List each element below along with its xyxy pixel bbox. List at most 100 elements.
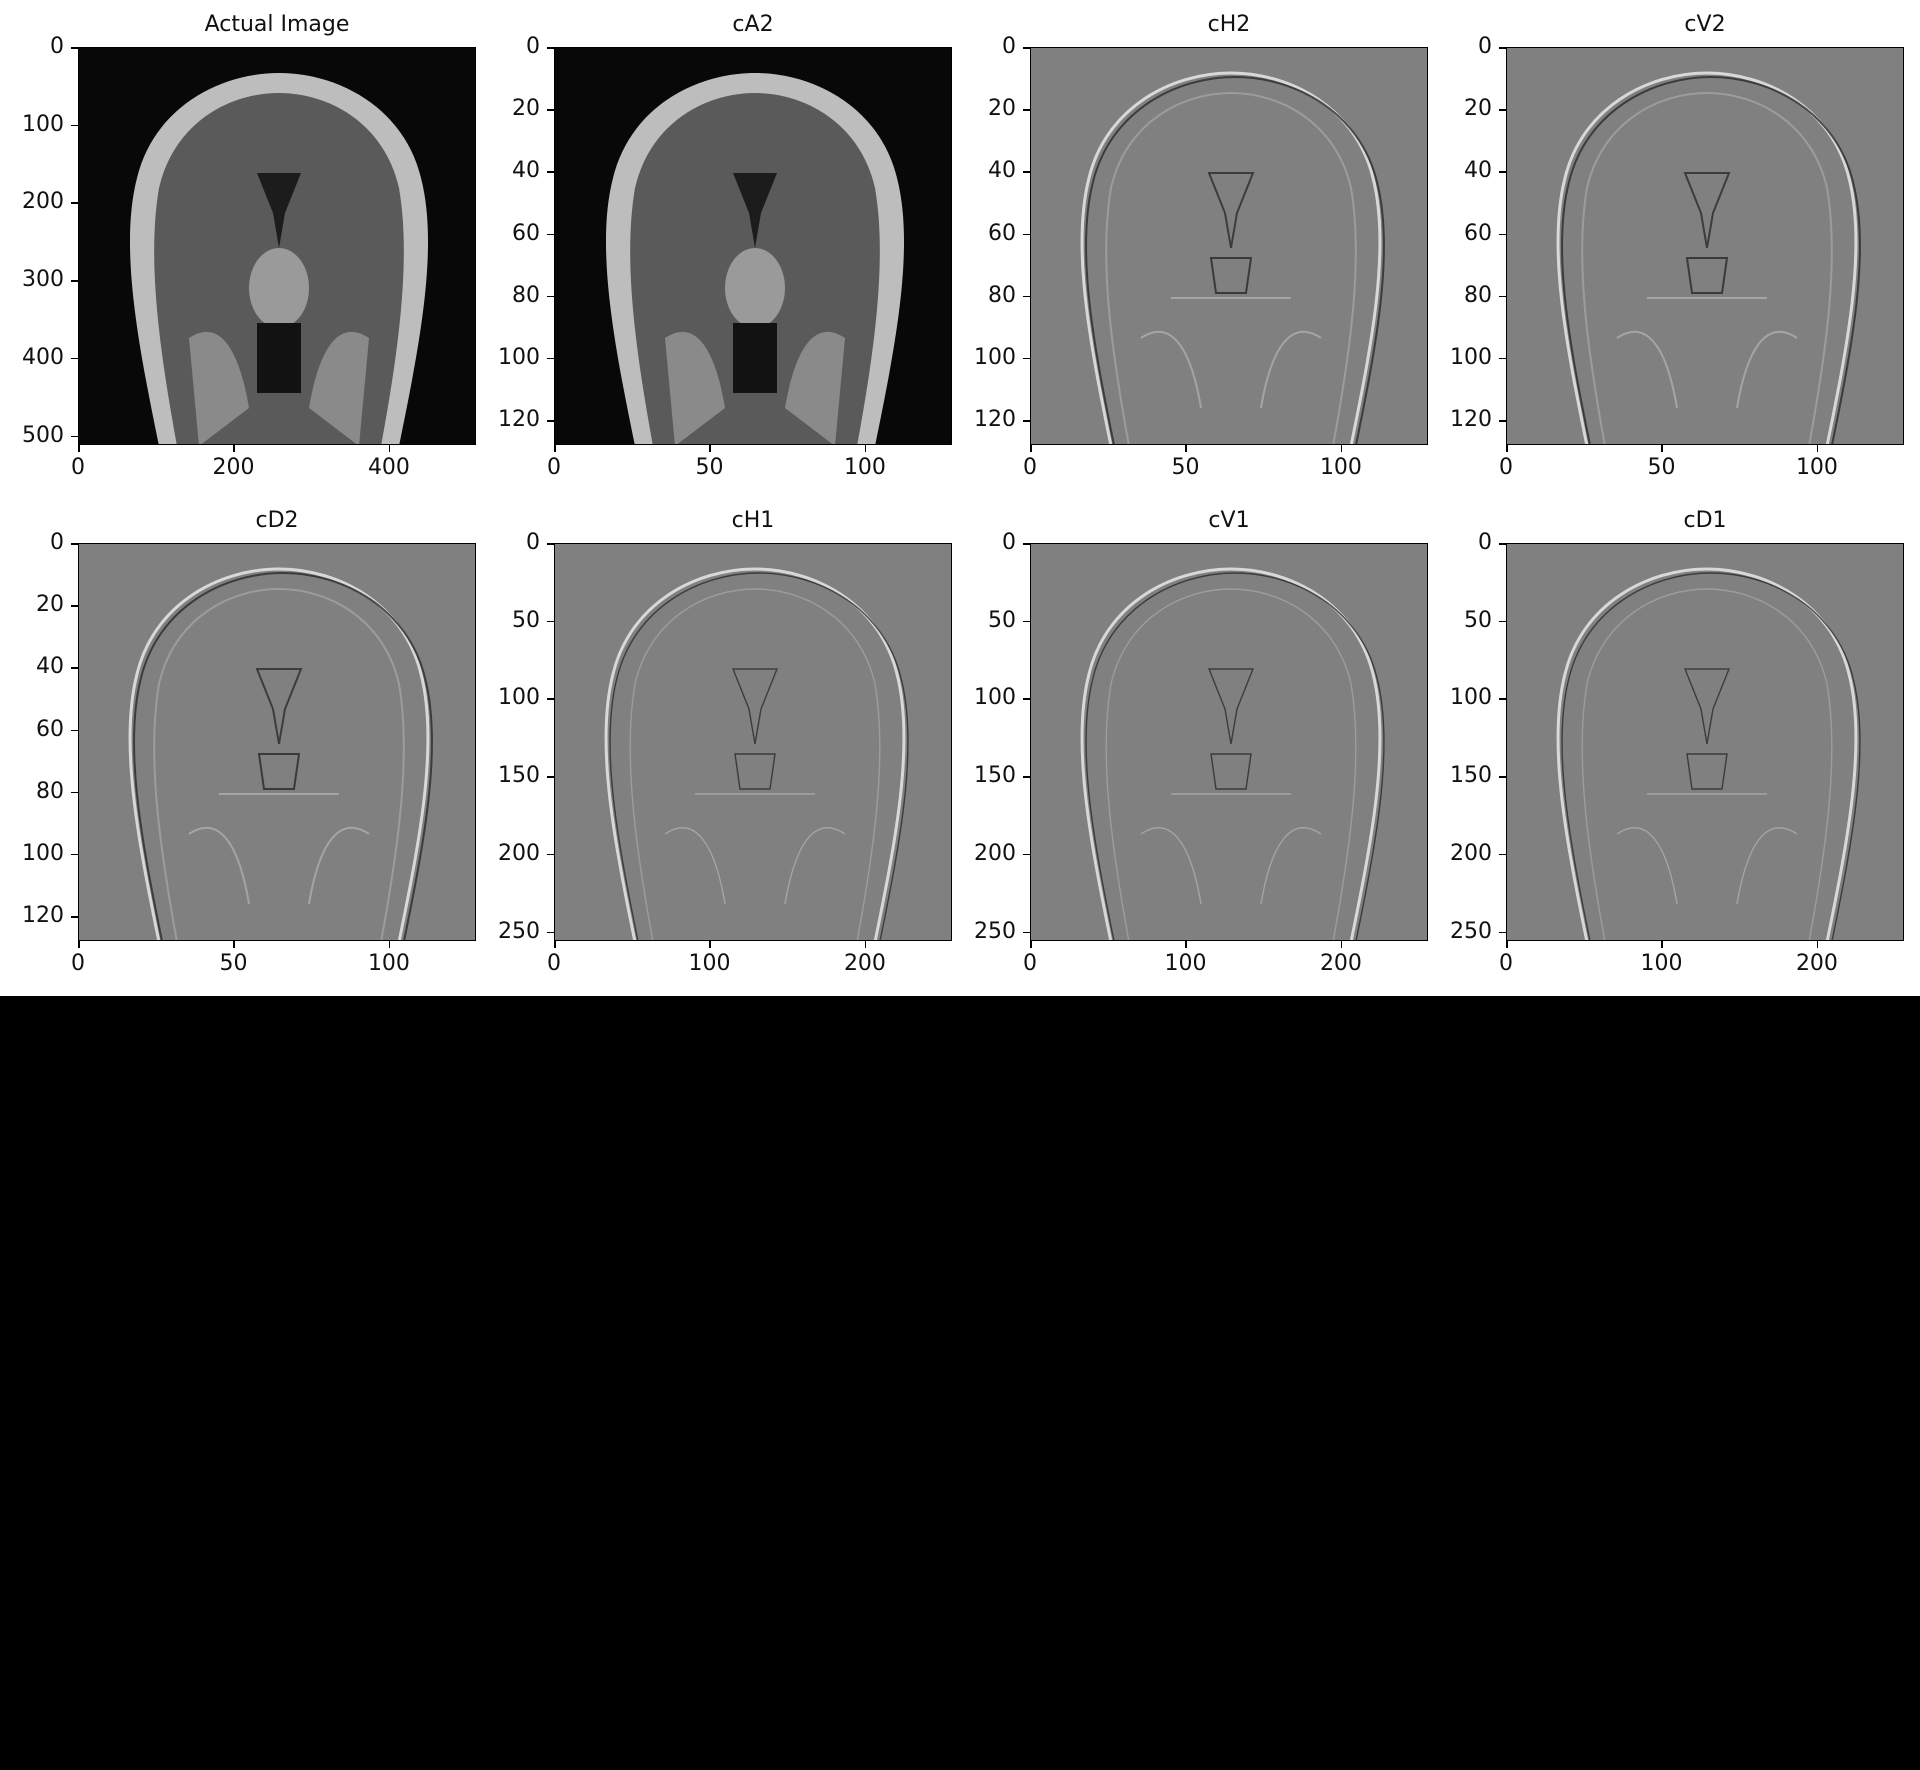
y-tick: [547, 853, 554, 856]
ventricle-edge: [1207, 668, 1255, 745]
y-tick: [1023, 233, 1030, 236]
x-tick-label: 100: [1319, 455, 1362, 480]
subplot-title: Actual Image: [204, 12, 350, 37]
x-tick-label: 0: [547, 951, 561, 976]
y-tick: [1499, 233, 1506, 236]
center-structure-edge: [734, 753, 776, 790]
y-tick: [1499, 295, 1506, 298]
image-axes: [1506, 47, 1904, 445]
y-tick-label: 80: [512, 282, 540, 308]
x-tick-label: 50: [1647, 455, 1676, 480]
x-tick: [78, 941, 80, 948]
ventricle-edge: [1683, 172, 1731, 249]
y-tick-label: 20: [512, 96, 540, 122]
image-background: [555, 544, 951, 940]
brain-edge: [1581, 588, 1833, 940]
skull-edge-dark: [1085, 75, 1385, 444]
subplot-title: cV1: [1208, 508, 1250, 533]
ventricle-edge: [731, 668, 779, 745]
y-tick-label: 100: [1450, 685, 1492, 711]
y-tick: [71, 605, 78, 607]
x-tick: [709, 941, 711, 948]
x-tick: [1340, 445, 1343, 452]
x-tick-label: 200: [843, 951, 886, 976]
y-tick-label: 50: [988, 607, 1016, 633]
y-tick: [547, 931, 554, 934]
ventricles: [257, 173, 301, 248]
y-tick-label: 150: [498, 763, 540, 789]
lower-structure-edges: [1140, 793, 1322, 905]
brain-edge: [629, 588, 881, 940]
y-tick: [1023, 620, 1030, 623]
x-tick: [1030, 445, 1032, 452]
y-tick-label: 100: [974, 344, 1016, 370]
ventricle-edge: [1683, 668, 1731, 745]
x-tick: [554, 445, 556, 452]
skull-edge-bright: [604, 567, 906, 940]
y-tick-label: 40: [512, 158, 540, 184]
y-tick: [1499, 171, 1506, 173]
y-tick: [547, 109, 554, 111]
x-tick: [864, 941, 867, 948]
x-tick-label: 100: [843, 455, 886, 480]
y-tick-label: 100: [22, 840, 64, 866]
y-tick: [1023, 47, 1030, 49]
x-tick: [1185, 445, 1187, 452]
y-tick: [547, 233, 554, 236]
y-tick: [1499, 853, 1506, 856]
image-background: [1031, 544, 1427, 940]
image-axes: [554, 47, 952, 445]
y-tick-label: 100: [974, 685, 1016, 711]
center-structure-edge: [1686, 753, 1728, 790]
y-tick-label: 20: [1464, 96, 1492, 122]
subplot-ch2: cH2 0 50 100 0 20 40 60 80 100 120: [974, 12, 1428, 480]
y-tick-label: 120: [22, 903, 64, 929]
subplot-cv2: cV2 0 50 100 0 20 40 60 80 100 120: [1450, 12, 1904, 480]
skull-edge-dark: [133, 571, 433, 940]
subplot-title: cD2: [255, 508, 299, 533]
y-tick-label: 0: [50, 34, 64, 59]
x-tick: [78, 445, 80, 452]
y-tick: [547, 698, 554, 700]
y-tick: [1023, 420, 1030, 422]
x-tick: [1185, 941, 1187, 948]
y-tick-label: 80: [1464, 282, 1492, 308]
y-tick: [71, 916, 78, 918]
y-tick: [1023, 109, 1030, 111]
x-tick: [1816, 445, 1819, 452]
y-tick-label: 80: [988, 282, 1016, 308]
skull-edge-bright: [1080, 567, 1382, 940]
y-tick-label: 250: [974, 918, 1016, 944]
x-tick-label: 0: [1023, 951, 1037, 976]
center-structure-edge: [1209, 257, 1253, 294]
subplot-title: cA2: [732, 12, 774, 37]
y-tick: [1023, 295, 1030, 298]
y-tick-label: 250: [498, 918, 540, 944]
x-tick-label: 0: [1023, 455, 1037, 480]
y-tick-label: 250: [1450, 918, 1492, 944]
y-tick: [1499, 776, 1506, 778]
x-tick-label: 0: [1499, 455, 1513, 480]
y-tick: [547, 295, 554, 298]
mri-image: [1507, 544, 1903, 940]
x-tick: [233, 445, 235, 452]
image-background: [1507, 544, 1903, 940]
y-tick-label: 0: [526, 530, 540, 555]
y-tick-label: 40: [1464, 158, 1492, 184]
y-tick-label: 80: [36, 778, 64, 804]
left-jaw-region: [189, 332, 249, 444]
y-tick: [1023, 543, 1030, 545]
skull-edge-bright: [1556, 567, 1858, 940]
y-tick-label: 120: [1450, 407, 1492, 433]
skull-edge-bright: [128, 567, 430, 940]
mri-image: [1031, 48, 1427, 444]
subplot-actual-image: Actual Image 0 200 400 0 100 200 300 400 500: [22, 12, 476, 480]
image-axes: [78, 543, 476, 941]
x-tick: [1661, 445, 1663, 452]
y-tick-label: 60: [988, 220, 1016, 246]
x-tick-label: 0: [1499, 951, 1513, 976]
y-tick: [71, 791, 78, 794]
y-tick-label: 400: [22, 344, 64, 370]
y-tick: [547, 776, 554, 778]
right-jaw-region: [785, 332, 845, 444]
